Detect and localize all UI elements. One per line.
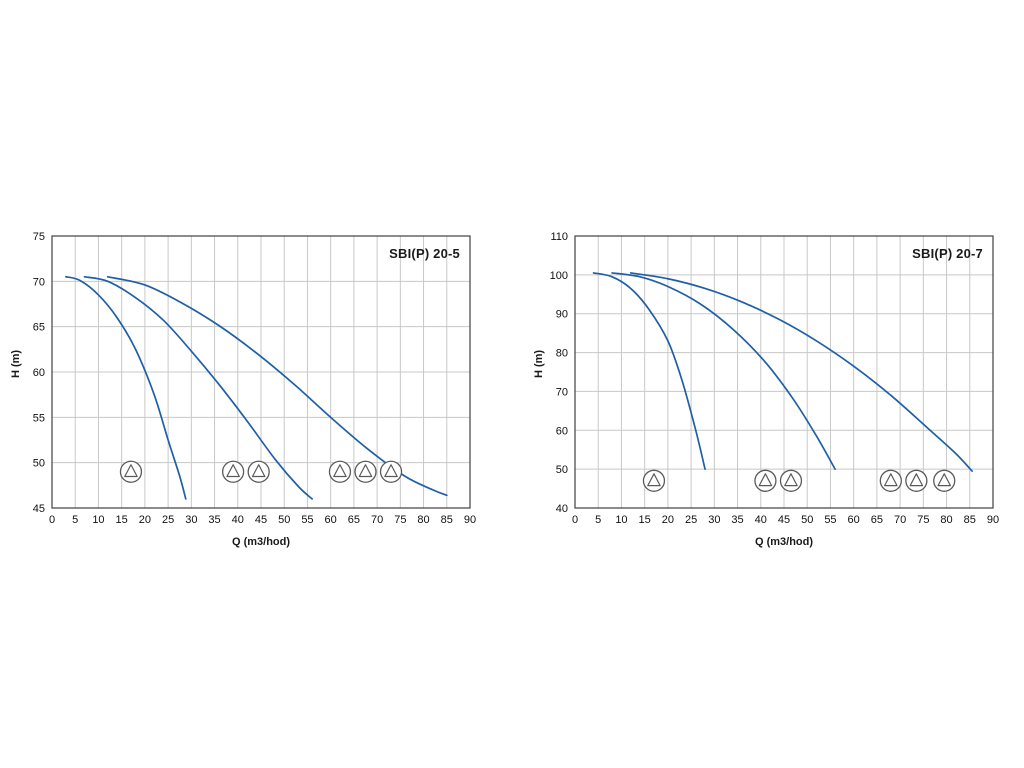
pump-icon (221, 460, 245, 483)
pump-icon (905, 469, 928, 492)
pump-icon (933, 469, 956, 492)
x-tick-label: 40 (755, 514, 767, 526)
x-tick-label: 15 (116, 514, 128, 526)
x-tick-label: 0 (49, 514, 55, 526)
pump-curve (611, 272, 836, 470)
x-tick-label: 10 (92, 514, 104, 526)
pump-icon (119, 460, 143, 483)
x-tick-label: 80 (940, 514, 952, 526)
y-tick-label: 70 (556, 386, 568, 398)
x-tick-label: 25 (685, 514, 697, 526)
y-axis-label: H (m) (10, 349, 22, 379)
y-tick-label: 40 (556, 503, 568, 515)
plot-border (51, 235, 471, 509)
pump-icon (642, 469, 666, 492)
y-tick-label: 50 (33, 458, 45, 470)
y-tick-label: 55 (33, 412, 45, 424)
y-tick-label: 80 (556, 348, 568, 360)
pump-icon (247, 460, 270, 483)
x-tick-label: 90 (987, 514, 999, 526)
x-tick-label: 35 (731, 514, 743, 526)
x-tick-label: 55 (301, 514, 313, 526)
y-tick-label: 70 (33, 276, 45, 288)
pump-curve (83, 275, 313, 500)
x-axis-label: Q (m3/hod) (754, 536, 814, 548)
x-tick-label: 5 (595, 514, 601, 526)
x-tick-label: 30 (708, 514, 720, 526)
x-tick-label: 10 (615, 514, 627, 526)
x-tick-label: 50 (801, 514, 813, 526)
x-tick-label: 60 (325, 514, 337, 526)
x-tick-label: 20 (662, 514, 674, 526)
pump-curve (65, 275, 187, 500)
x-tick-label: 55 (824, 514, 836, 526)
y-tick-label: 90 (556, 309, 568, 321)
y-tick-label: 65 (33, 322, 45, 334)
x-tick-label: 20 (139, 514, 151, 526)
x-tick-label: 30 (185, 514, 197, 526)
y-axis-label: H (m) (533, 349, 545, 379)
y-tick-label: 60 (33, 367, 45, 379)
pump-icon (879, 469, 902, 492)
x-tick-label: 40 (232, 514, 244, 526)
x-tick-label: 45 (778, 514, 790, 526)
y-tick-label: 110 (550, 231, 568, 243)
pump-icon (754, 469, 777, 492)
pump-curve-chart-sbip-20-5: 0 5 10 15 20 25 30 35 40 45 50 55 60 65 70 75 80 85 90 45 50… (4, 224, 484, 554)
x-tick-label: 65 (871, 514, 883, 526)
x-tick-label: 60 (848, 514, 860, 526)
x-tick-label: 85 (964, 514, 976, 526)
x-tick-label: 0 (572, 514, 578, 526)
x-tick-label: 75 (917, 514, 929, 526)
x-tick-label: 45 (255, 514, 267, 526)
x-tick-label: 25 (162, 514, 174, 526)
x-tick-label: 85 (441, 514, 453, 526)
y-tick-label: 75 (33, 231, 45, 243)
y-tick-label: 50 (556, 464, 568, 476)
pump-curve-chart-sbip-20-7: 0 5 10 15 20 25 30 35 40 45 50 55 60 65 70 75 80 85 90 40 50… (527, 224, 1007, 554)
y-tick-label: 100 (550, 270, 568, 282)
x-tick-label: 5 (72, 514, 78, 526)
x-tick-label: 70 (894, 514, 906, 526)
pump-icon (379, 460, 403, 483)
x-tick-label: 35 (208, 514, 220, 526)
x-tick-label: 75 (394, 514, 406, 526)
x-tick-label: 80 (417, 514, 429, 526)
x-tick-label: 15 (639, 514, 651, 526)
chart-canvas-sbip-20-7: 0 5 10 15 20 25 30 35 40 45 50 55 60 65 70 75 80 85 90 40 50… (550, 231, 999, 526)
chart-canvas-sbip-20-5: 0 5 10 15 20 25 30 35 40 45 50 55 60 65 70 75 80 85 90 45 50… (33, 231, 476, 526)
pump-icon (779, 469, 803, 492)
plot-border (574, 235, 994, 509)
pump-icon (354, 460, 377, 483)
pump-curve (106, 275, 448, 497)
y-tick-label: 60 (556, 425, 568, 437)
y-tick-label: 45 (33, 503, 45, 515)
pump-curve (592, 272, 706, 470)
x-axis-label: Q (m3/hod) (231, 536, 291, 548)
x-tick-label: 70 (371, 514, 383, 526)
chart-title: SBI(P) 20-7 (912, 246, 983, 261)
x-tick-label: 90 (464, 514, 476, 526)
pump-curve (629, 272, 973, 472)
chart-title: SBI(P) 20-5 (389, 246, 460, 261)
x-tick-label: 65 (348, 514, 360, 526)
pump-icon (328, 460, 352, 483)
x-tick-label: 50 (278, 514, 290, 526)
